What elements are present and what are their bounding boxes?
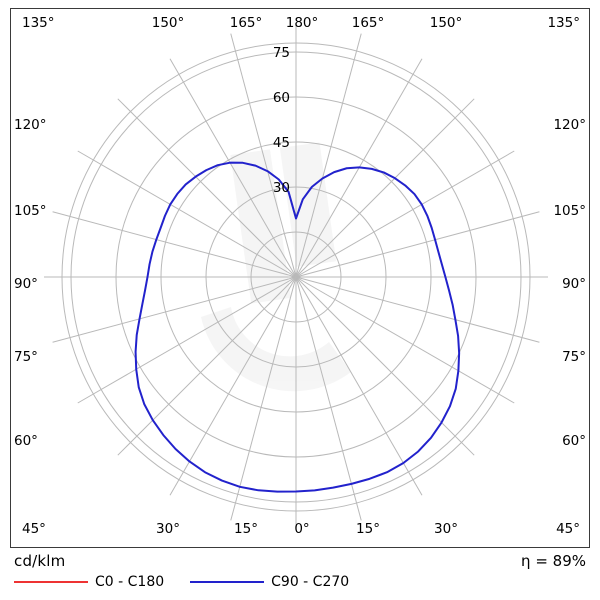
legend-item-c0-c180[interactable]: C0 - C180 bbox=[14, 574, 164, 590]
angle-label-bottom-2: 15° bbox=[234, 521, 258, 537]
angle-label-left-5: 60° bbox=[14, 433, 38, 449]
series-1 bbox=[134, 161, 461, 493]
angle-label-left-3: 90° bbox=[14, 276, 38, 292]
legend-item-c90-c270[interactable]: C90 - C270 bbox=[190, 574, 349, 590]
angle-label-bottom-1: 30° bbox=[156, 521, 180, 537]
angle-label-right-3: 90° bbox=[562, 276, 586, 292]
angle-label-bottom-6: 45° bbox=[556, 521, 580, 537]
angle-label-top-4: 165° bbox=[352, 15, 385, 31]
angle-label-bottom-4: 15° bbox=[356, 521, 380, 537]
angle-label-right-2: 105° bbox=[553, 203, 586, 219]
legend-swatch-c0-c180 bbox=[14, 581, 88, 583]
svg-text:45: 45 bbox=[273, 135, 290, 151]
angle-label-bottom-0: 45° bbox=[22, 521, 46, 537]
angle-label-left-2: 105° bbox=[14, 203, 47, 219]
angle-label-bottom-3: 0° bbox=[294, 521, 309, 537]
angle-label-top-5: 150° bbox=[430, 15, 463, 31]
svg-text:60: 60 bbox=[273, 90, 290, 106]
legend-swatch-c90-c270 bbox=[190, 581, 265, 583]
angle-label-bottom-5: 30° bbox=[434, 521, 458, 537]
legend-label-c90-c270: C90 - C270 bbox=[271, 574, 350, 590]
angle-label-left-4: 75° bbox=[14, 349, 38, 365]
svg-text:30: 30 bbox=[273, 180, 290, 196]
svg-text:75: 75 bbox=[273, 45, 290, 61]
unit-label: cd/klm bbox=[14, 552, 66, 570]
angle-label-right-4: 75° bbox=[562, 349, 586, 365]
angle-label-top-0: 135° bbox=[22, 15, 55, 31]
angle-label-left-1: 120° bbox=[14, 117, 47, 133]
angle-label-top-1: 150° bbox=[152, 15, 185, 31]
angle-label-top-2: 165° bbox=[230, 15, 263, 31]
legend-label-c0-c180: C0 - C180 bbox=[95, 574, 165, 590]
efficiency-label: η = 89% bbox=[521, 552, 586, 570]
chart-footer: cd/klm η = 89% C0 - C180 C90 - C270 bbox=[0, 548, 600, 600]
angle-label-right-1: 120° bbox=[553, 117, 586, 133]
angle-label-right-5: 60° bbox=[562, 433, 586, 449]
legend: C0 - C180 C90 - C270 bbox=[14, 574, 349, 590]
angle-label-top-6: 135° bbox=[547, 15, 580, 31]
angle-label-top-3: 180° bbox=[286, 15, 319, 31]
